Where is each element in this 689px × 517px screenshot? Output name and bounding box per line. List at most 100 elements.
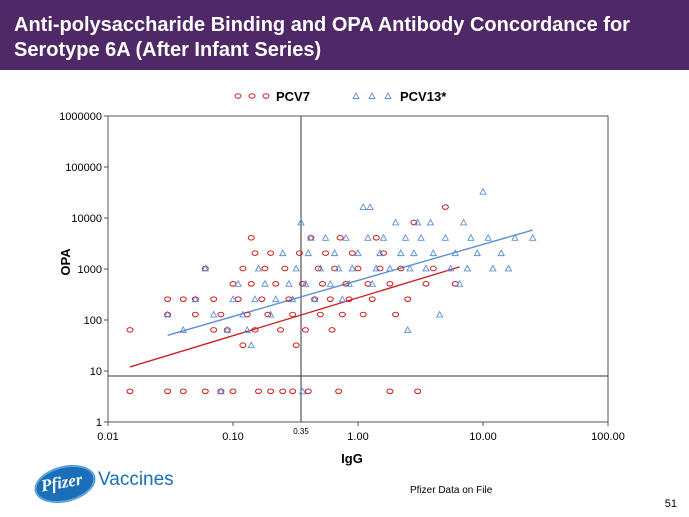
data-point: [322, 250, 330, 256]
data-point: [348, 264, 357, 272]
data-point: [372, 234, 380, 241]
data-point: [417, 233, 425, 241]
data-point: [266, 310, 275, 318]
data-point: [484, 233, 492, 241]
y-tick-label: 10000: [71, 213, 102, 225]
y-tick-label: 100: [84, 315, 102, 327]
data-point: [386, 264, 394, 272]
data-point: [473, 249, 482, 257]
data-point: [243, 325, 252, 333]
data-point: [429, 265, 437, 272]
data-point: [210, 327, 218, 333]
data-point: [301, 279, 310, 287]
data-point: [380, 250, 388, 256]
data-point: [326, 279, 335, 287]
data-point: [345, 279, 353, 287]
x-tick-label: 0.01: [97, 431, 118, 443]
data-point: [251, 327, 259, 333]
data-point: [164, 388, 172, 395]
y-tick-label: 1000000: [59, 111, 102, 123]
data-point: [288, 295, 297, 303]
data-point: [372, 264, 381, 272]
data-point: [404, 296, 412, 302]
data-point: [261, 265, 269, 272]
data-point: [297, 218, 305, 226]
data-point: [391, 218, 400, 226]
data-point: [479, 187, 487, 195]
data-point: [386, 281, 394, 287]
legend-marker: [248, 93, 256, 99]
data-point: [348, 250, 356, 256]
data-point: [217, 311, 225, 318]
data-point: [267, 388, 275, 395]
data-point: [278, 249, 287, 257]
data-point: [247, 341, 256, 349]
data-point: [279, 388, 287, 395]
data-point: [164, 296, 172, 302]
legend-entry: PCV13*: [400, 89, 447, 104]
data-point: [239, 310, 247, 318]
data-point: [292, 264, 300, 272]
data-point: [338, 295, 347, 303]
data-point: [511, 233, 519, 241]
data-point: [455, 279, 464, 287]
data-point: [310, 295, 319, 303]
data-point: [267, 250, 275, 256]
data-point: [446, 264, 455, 272]
data-point: [234, 279, 242, 287]
data-point: [359, 203, 367, 211]
legend-marker: [352, 92, 360, 99]
data-point: [251, 250, 259, 256]
data-point: [528, 233, 537, 241]
data-point: [406, 264, 414, 272]
slide-title: Anti-polysaccharide Binding and OPA Anti…: [14, 14, 630, 61]
data-point: [497, 249, 506, 257]
data-point: [126, 388, 134, 395]
data-point: [410, 249, 418, 257]
data-point: [397, 249, 405, 257]
data-point: [379, 233, 388, 241]
data-point: [292, 342, 300, 349]
data-point: [191, 295, 200, 303]
data-point: [179, 296, 187, 302]
data-point: [422, 281, 430, 287]
data-point: [359, 311, 367, 318]
data-point: [201, 388, 209, 395]
data-point: [413, 218, 422, 226]
data-point: [334, 264, 343, 272]
data-point: [426, 218, 435, 226]
data-point: [326, 296, 334, 302]
data-point: [277, 327, 285, 333]
data-point: [330, 249, 339, 257]
data-point: [354, 265, 362, 272]
data-point: [451, 249, 460, 257]
data-point: [179, 388, 187, 395]
data-point: [504, 264, 513, 272]
data-point: [281, 265, 289, 272]
data-point: [336, 234, 344, 241]
data-point: [304, 249, 313, 257]
data-point: [255, 388, 263, 395]
data-point: [338, 311, 346, 318]
trend-line: [129, 266, 460, 368]
x-tick-label: 10.00: [469, 431, 497, 443]
y-tick-label: 100000: [65, 162, 102, 174]
data-point: [397, 265, 405, 272]
data-point: [289, 311, 297, 318]
data-point: [210, 296, 218, 302]
data-point: [234, 296, 242, 302]
data-point: [410, 219, 418, 226]
x-tick-label: 0.10: [222, 431, 243, 443]
legend-marker: [368, 92, 376, 99]
title-bar: Anti-polysaccharide Binding and OPA Anti…: [0, 0, 689, 70]
brand-name: Vaccines: [98, 469, 174, 490]
data-point: [201, 264, 210, 272]
x-axis-label: IgG: [341, 451, 363, 466]
data-point: [422, 264, 430, 272]
data-point: [298, 387, 307, 395]
data-point: [295, 250, 303, 256]
x-tick-label: 100.00: [591, 431, 625, 443]
data-point: [223, 325, 232, 333]
data-point: [179, 325, 188, 333]
